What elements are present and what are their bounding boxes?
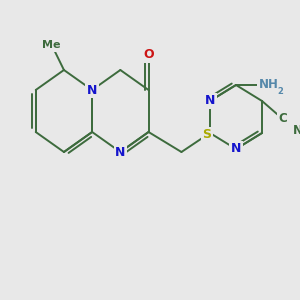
Text: N: N <box>293 124 300 137</box>
Text: N: N <box>87 83 97 97</box>
Text: Me: Me <box>43 40 61 50</box>
Text: NH: NH <box>259 79 279 92</box>
Text: N: N <box>115 146 125 158</box>
Text: C: C <box>278 112 287 125</box>
Text: O: O <box>143 49 154 62</box>
Text: N: N <box>231 142 241 155</box>
Text: S: S <box>202 128 211 142</box>
Text: N: N <box>205 94 215 107</box>
Text: 2: 2 <box>277 86 283 95</box>
